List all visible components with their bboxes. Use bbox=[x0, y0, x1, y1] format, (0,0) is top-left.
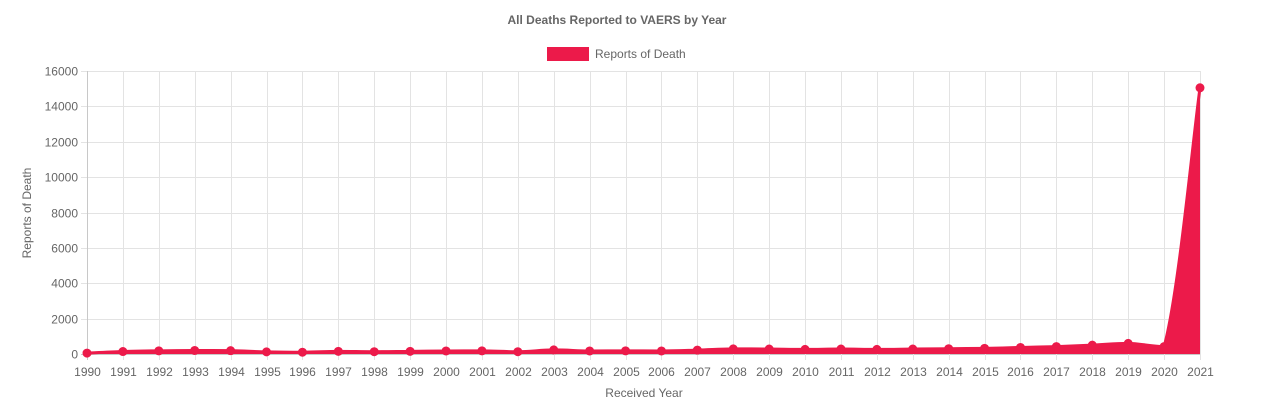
legend[interactable]: Reports of Death bbox=[547, 47, 686, 61]
y-axis-ticks: 0 2000 4000 6000 8000 10000 12000 14000 16000 bbox=[45, 65, 79, 362]
data-point-1999[interactable] bbox=[405, 346, 415, 356]
x-tick-label: 2020 bbox=[1151, 365, 1178, 379]
data-point-2008[interactable] bbox=[728, 344, 738, 354]
x-tick-label: 1998 bbox=[361, 365, 388, 379]
y-tick-label: 8000 bbox=[51, 207, 78, 221]
y-tick-label: 16000 bbox=[45, 65, 79, 79]
data-point-2006[interactable] bbox=[656, 346, 666, 356]
x-tick-label: 1992 bbox=[146, 365, 173, 379]
y-tick-label: 10000 bbox=[45, 171, 79, 185]
x-axis-label: Received Year bbox=[605, 386, 682, 400]
x-tick-label: 2017 bbox=[1043, 365, 1070, 379]
data-point-2019[interactable] bbox=[1123, 338, 1133, 348]
x-tick-label: 2007 bbox=[684, 365, 711, 379]
x-tick-label: 2004 bbox=[577, 365, 604, 379]
legend-swatch bbox=[547, 47, 589, 61]
x-tick-label: 1999 bbox=[397, 365, 424, 379]
data-point-2017[interactable] bbox=[1051, 342, 1061, 352]
x-tick-label: 2013 bbox=[900, 365, 927, 379]
x-tick-label: 2002 bbox=[505, 365, 532, 379]
data-point-2007[interactable] bbox=[692, 345, 702, 355]
x-tick-label: 2011 bbox=[829, 365, 855, 379]
x-tick-label: 1996 bbox=[289, 365, 316, 379]
y-tick-label: 12000 bbox=[45, 136, 79, 150]
data-point-2016[interactable] bbox=[1015, 342, 1025, 352]
series-area bbox=[87, 87, 1200, 354]
data-point-2004[interactable] bbox=[585, 346, 595, 356]
y-tick-label: 14000 bbox=[45, 100, 79, 114]
y-tick-label: 6000 bbox=[51, 242, 78, 256]
chart-title: All Deaths Reported to VAERS by Year bbox=[508, 13, 727, 27]
x-tick-label: 2000 bbox=[433, 365, 460, 379]
x-tick-label: 1990 bbox=[74, 365, 101, 379]
y-tick-label: 0 bbox=[71, 348, 78, 362]
x-tick-label: 2010 bbox=[792, 365, 819, 379]
x-tick-label: 1991 bbox=[110, 365, 137, 379]
data-point-2012[interactable] bbox=[872, 344, 882, 354]
x-tick-label: 2006 bbox=[648, 365, 675, 379]
x-tick-label: 2005 bbox=[613, 365, 640, 379]
x-tick-label: 1997 bbox=[325, 365, 352, 379]
data-point-2015[interactable] bbox=[980, 343, 990, 353]
data-point-2002[interactable] bbox=[513, 347, 523, 357]
data-point-1995[interactable] bbox=[262, 347, 272, 357]
data-point-1991[interactable] bbox=[118, 347, 128, 357]
data-point-1990[interactable] bbox=[82, 348, 92, 358]
x-tick-label: 2019 bbox=[1115, 365, 1142, 379]
data-point-2009[interactable] bbox=[764, 344, 774, 354]
data-point-1997[interactable] bbox=[333, 346, 343, 356]
grid bbox=[81, 71, 1201, 360]
y-tick-label: 2000 bbox=[51, 313, 78, 327]
data-point-2003[interactable] bbox=[549, 345, 559, 355]
x-tick-label: 2018 bbox=[1079, 365, 1106, 379]
data-point-1998[interactable] bbox=[369, 347, 379, 357]
data-point-2014[interactable] bbox=[944, 344, 954, 354]
data-point-1996[interactable] bbox=[297, 347, 307, 357]
data-point-2021[interactable] bbox=[1195, 83, 1205, 93]
y-axis-label: Reports of Death bbox=[20, 168, 34, 259]
data-point-2001[interactable] bbox=[477, 346, 487, 356]
x-tick-label: 2016 bbox=[1007, 365, 1034, 379]
legend-label: Reports of Death bbox=[595, 47, 686, 61]
x-tick-label: 2008 bbox=[720, 365, 747, 379]
data-point-2013[interactable] bbox=[908, 344, 918, 354]
series-reports-of-death bbox=[82, 83, 1205, 358]
y-tick-label: 4000 bbox=[51, 277, 78, 291]
x-axis-ticks: 1990 1991 1992 1993 1994 1995 1996 1997 1998 1999… bbox=[74, 365, 1214, 379]
series-line bbox=[86, 87, 1202, 355]
data-point-1992[interactable] bbox=[154, 346, 164, 356]
x-tick-label: 2015 bbox=[972, 365, 999, 379]
data-point-2011[interactable] bbox=[836, 344, 846, 354]
x-tick-label: 2014 bbox=[936, 365, 963, 379]
x-tick-label: 1993 bbox=[182, 365, 209, 379]
data-point-1993[interactable] bbox=[190, 345, 200, 355]
data-point-1994[interactable] bbox=[226, 346, 236, 356]
data-point-2010[interactable] bbox=[800, 344, 810, 354]
data-point-2018[interactable] bbox=[1087, 340, 1097, 350]
data-point-2000[interactable] bbox=[441, 346, 451, 356]
x-tick-label: 2021 bbox=[1187, 365, 1214, 379]
x-tick-label: 2009 bbox=[756, 365, 783, 379]
x-tick-label: 2003 bbox=[541, 365, 568, 379]
x-tick-label: 2001 bbox=[469, 365, 496, 379]
x-tick-label: 2012 bbox=[864, 365, 891, 379]
data-point-2020[interactable] bbox=[1159, 342, 1169, 352]
x-tick-label: 1995 bbox=[254, 365, 281, 379]
x-tick-label: 1994 bbox=[218, 365, 245, 379]
data-point-2005[interactable] bbox=[621, 346, 631, 356]
